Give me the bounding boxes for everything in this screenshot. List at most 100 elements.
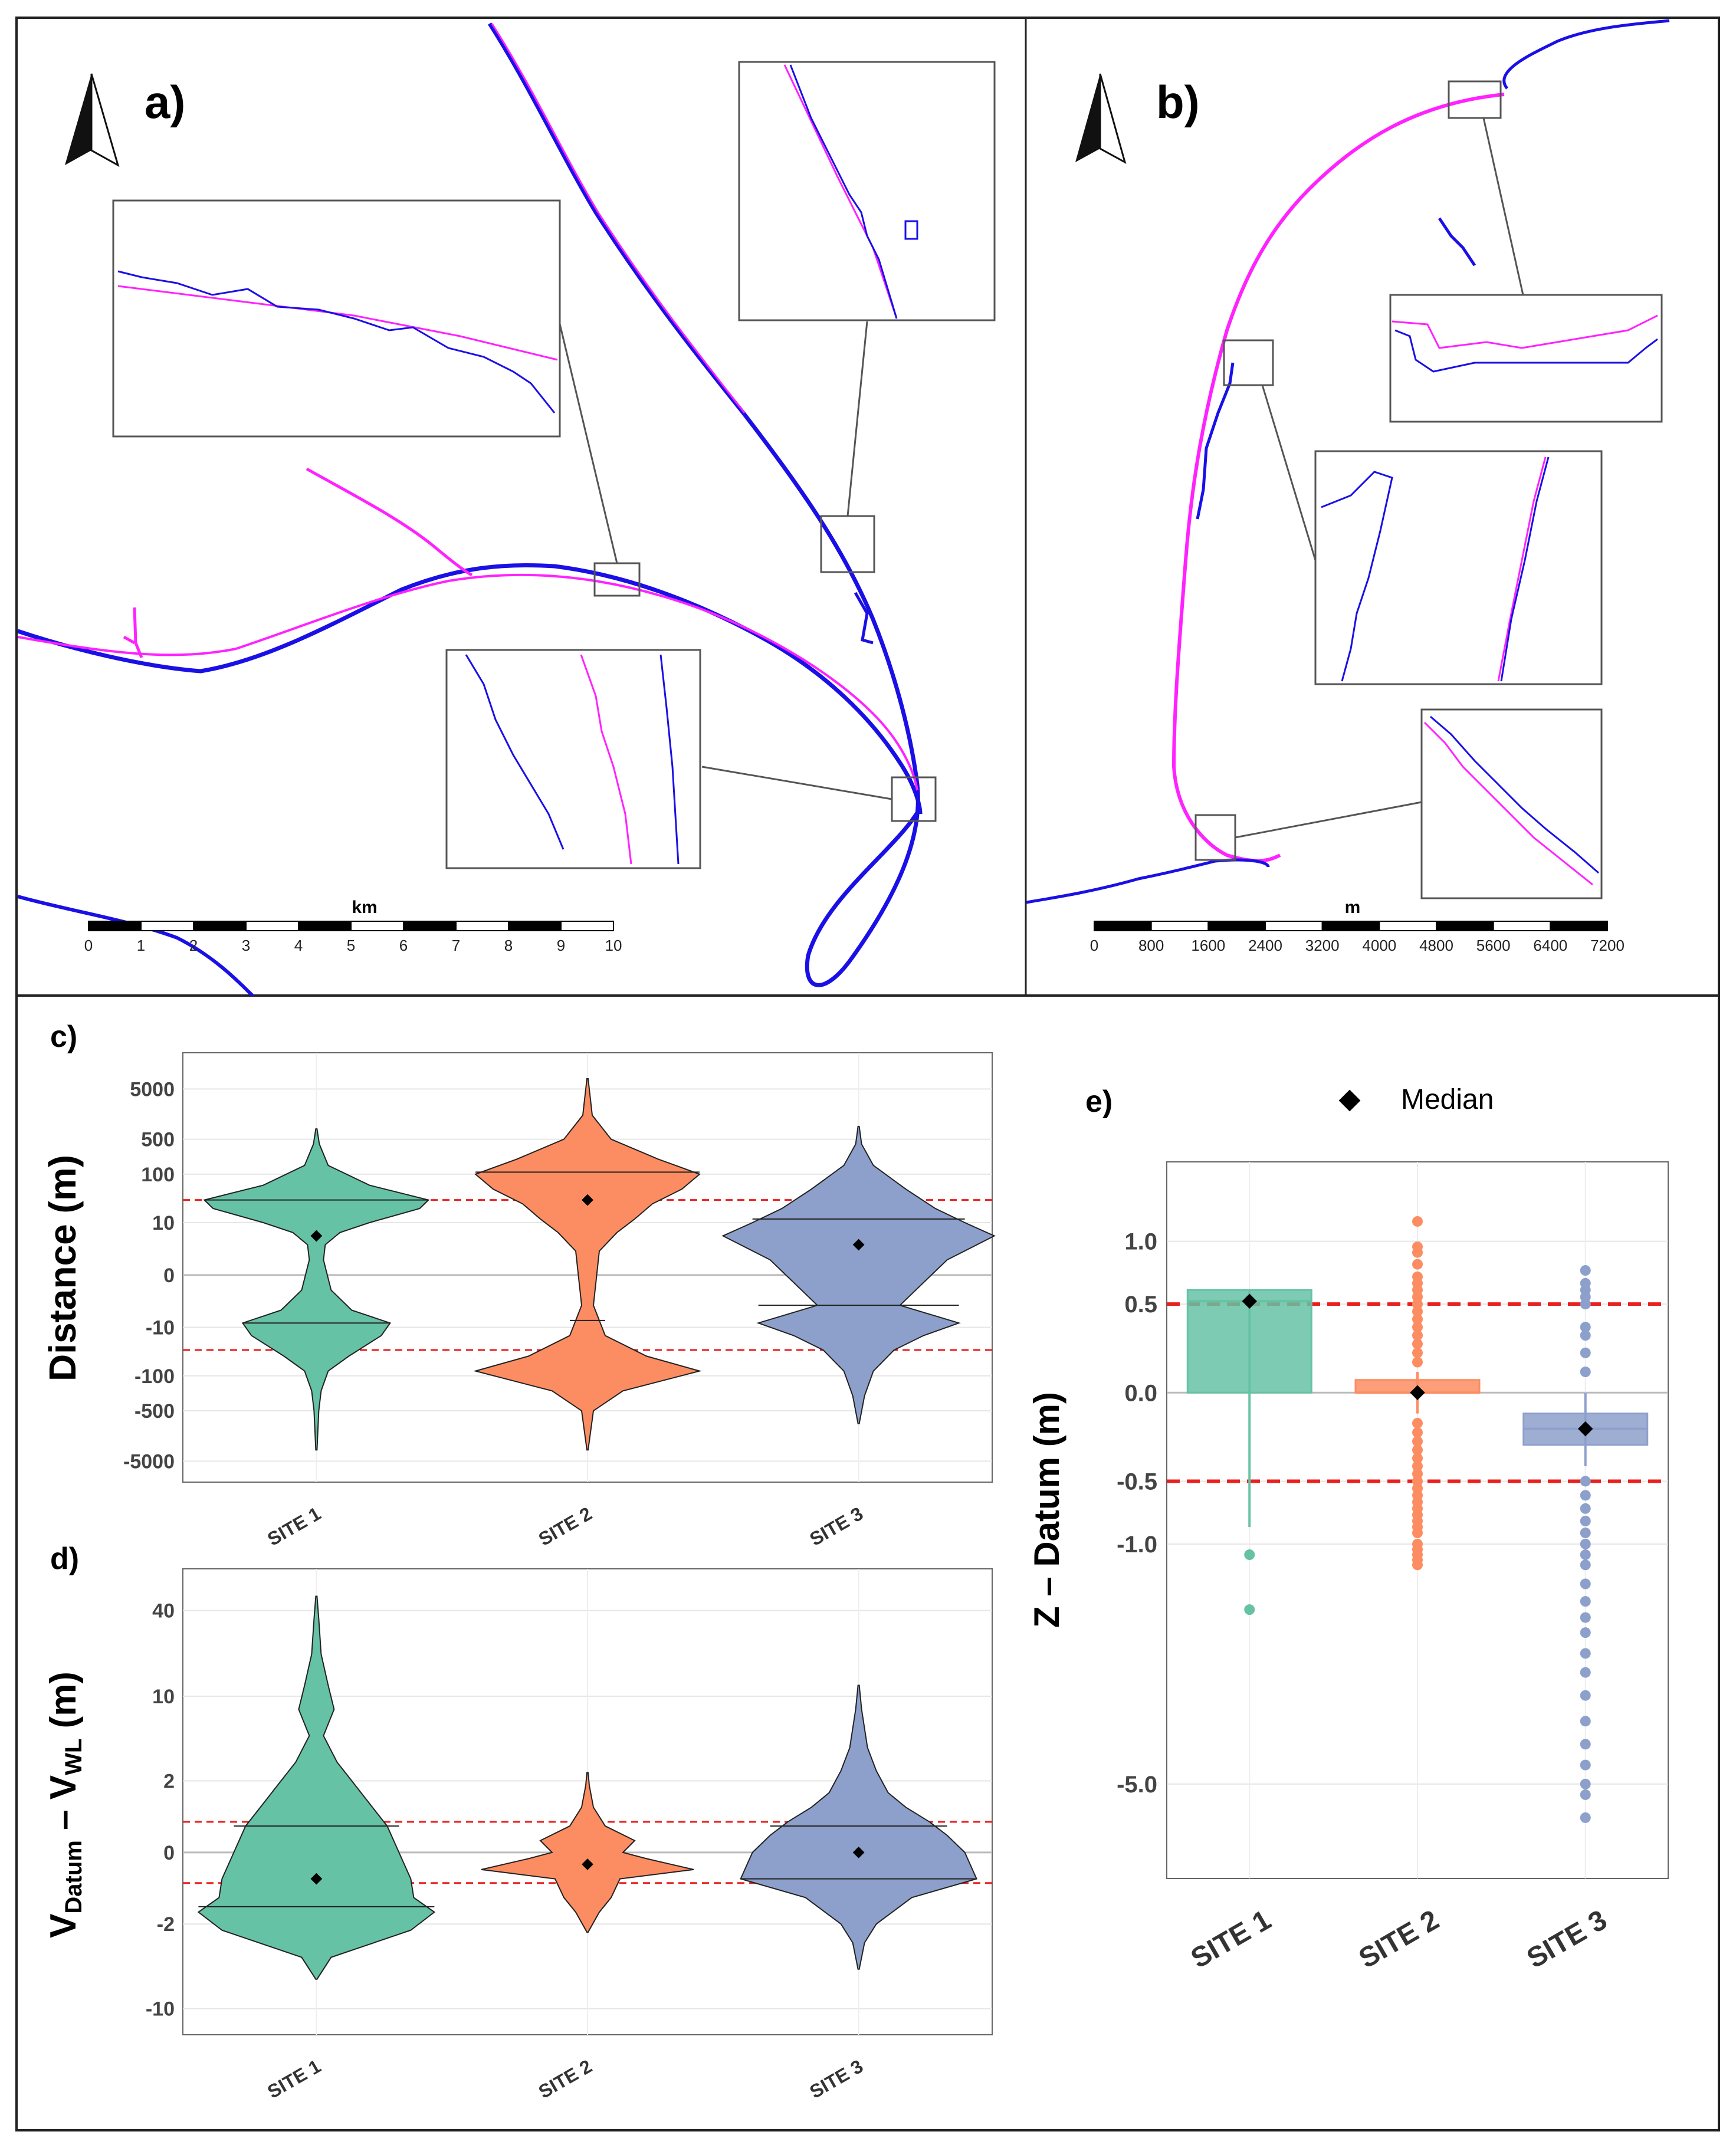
marsh-blob-a xyxy=(854,592,874,645)
inset-b-bottom xyxy=(1420,708,1603,899)
y-tick-label: -5.0 xyxy=(1117,1772,1157,1798)
y-tick-label: 0 xyxy=(163,1842,175,1864)
violin-site-3 xyxy=(721,1125,996,1424)
y-tick-label: 0.0 xyxy=(1124,1380,1157,1406)
shoreline-wl-a xyxy=(491,23,746,413)
violins-d xyxy=(197,1595,978,1980)
legend-median-label: Median xyxy=(1401,1084,1494,1115)
violin-site-1 xyxy=(197,1595,436,1980)
outlier-point xyxy=(1412,1247,1423,1258)
median-point xyxy=(1410,1385,1425,1401)
outlier-point xyxy=(1244,1549,1255,1561)
x-ticks-e: SITE 1 SITE 2 SITE 3 xyxy=(1186,1904,1612,1975)
x-tick-label: SITE 3 xyxy=(1522,1904,1613,1975)
scale-tick-label: 0 xyxy=(84,937,93,954)
shoreline-datum-a-south xyxy=(18,563,923,814)
outlier-point xyxy=(1412,1460,1423,1472)
y-tick-label: 10 xyxy=(152,1212,175,1234)
scale-segment xyxy=(403,921,457,931)
scale-tick-label: 4 xyxy=(294,937,303,954)
coast-north-b xyxy=(1502,19,1670,90)
leader-a-1 xyxy=(846,321,868,517)
y-tick-label: 10 xyxy=(152,1686,175,1708)
x-tick-label: SITE 3 xyxy=(806,1503,867,1550)
outlier-point xyxy=(1580,1627,1591,1638)
x-tick-label: SITE 2 xyxy=(535,1503,596,1550)
scale-tick-label: 7 xyxy=(452,937,460,954)
y-tick-label: 5000 xyxy=(130,1078,175,1101)
scale-segment xyxy=(1265,921,1323,931)
y-tick-label: -10 xyxy=(146,1317,175,1339)
outlier-point xyxy=(1580,1367,1591,1378)
outlier-point xyxy=(1412,1418,1423,1429)
panel-a-map: a) xyxy=(18,22,996,996)
scale-tick-label: 5600 xyxy=(1476,937,1511,954)
y-label-d-tail: (m) xyxy=(43,1671,84,1739)
outlier-point xyxy=(1580,1789,1591,1800)
shoreline-datum-a xyxy=(488,22,923,987)
y-tick-label: -500 xyxy=(134,1400,175,1423)
scale-unit-a: km xyxy=(352,898,377,917)
shoreline-wl-b xyxy=(1171,93,1505,863)
y-tick-label: -10 xyxy=(146,1998,175,2021)
y-tick-label: -5000 xyxy=(123,1450,175,1473)
outlier-point xyxy=(1244,1604,1255,1615)
y-tick-label: 40 xyxy=(152,1600,175,1623)
outlier-point xyxy=(1580,1265,1591,1276)
panel-a-label: a) xyxy=(145,76,185,128)
outer-frame xyxy=(15,17,1720,2131)
scale-segment xyxy=(350,921,404,931)
outlier-point xyxy=(1580,1559,1591,1571)
outlier-point xyxy=(1412,1468,1423,1479)
median-point xyxy=(1242,1293,1257,1309)
x-tick-label: SITE 2 xyxy=(535,2055,596,2103)
leader-b-1 xyxy=(1482,117,1524,295)
scale-segment xyxy=(1550,921,1608,931)
x-tick-label: SITE 1 xyxy=(1186,1904,1276,1975)
zoom-box-b-2 xyxy=(1223,339,1274,386)
outlier-point xyxy=(1580,1812,1591,1823)
outlier-point xyxy=(1412,1357,1423,1368)
inset-a-bottom xyxy=(445,649,701,869)
scale-tick-label: 1600 xyxy=(1191,937,1225,954)
outlier-point xyxy=(1580,1322,1591,1333)
x-tick-label: SITE 2 xyxy=(1354,1904,1445,1975)
outlier-point xyxy=(1580,1578,1591,1589)
x-tick-label: SITE 1 xyxy=(264,2055,324,2103)
x-tick-label: SITE 3 xyxy=(806,2055,867,2103)
median-point xyxy=(310,1230,323,1242)
x-ticks-d: SITE 1 SITE 2 SITE 3 xyxy=(264,2055,867,2103)
panel-b-map: b) m 0 800 1600 2400 3200 4000 4 xyxy=(1026,19,1670,954)
outlier-point xyxy=(1412,1427,1423,1438)
y-label-c: Distance (m) xyxy=(41,1155,84,1381)
scale-tick-label: 0 xyxy=(1090,937,1098,954)
outlier-point xyxy=(1580,1549,1591,1561)
outlier-point xyxy=(1412,1444,1423,1456)
scale-tick-label: 6 xyxy=(399,937,408,954)
outlier-point xyxy=(1580,1690,1591,1701)
inset-b-middle xyxy=(1314,450,1603,685)
outlier-point xyxy=(1412,1322,1423,1333)
median-point xyxy=(582,1858,593,1870)
scale-tick-label: 7200 xyxy=(1590,937,1625,954)
inset-a-top-right xyxy=(738,61,996,321)
outlier-point xyxy=(1580,1476,1591,1487)
scale-tick-label: 2 xyxy=(189,937,198,954)
y-tick-label: -2 xyxy=(157,1913,175,1936)
outlier-point xyxy=(1580,1527,1591,1538)
zoom-box-b-1 xyxy=(1448,80,1502,119)
y-tick-label: -100 xyxy=(134,1365,175,1388)
outlier-point xyxy=(1412,1313,1423,1325)
scale-segment xyxy=(1492,921,1551,931)
outlier-point xyxy=(1412,1527,1423,1538)
leader-a-2 xyxy=(558,321,618,564)
median-point xyxy=(852,1846,865,1858)
outlier-point xyxy=(1580,1612,1591,1623)
median-point xyxy=(1578,1421,1593,1437)
outlier-point xyxy=(1580,1299,1591,1310)
violin-site-2 xyxy=(481,1772,694,1933)
y-label-d-sub2: WL xyxy=(61,1739,87,1775)
scale-tick-label: 8 xyxy=(504,937,513,954)
leader-b-2 xyxy=(1261,385,1317,561)
